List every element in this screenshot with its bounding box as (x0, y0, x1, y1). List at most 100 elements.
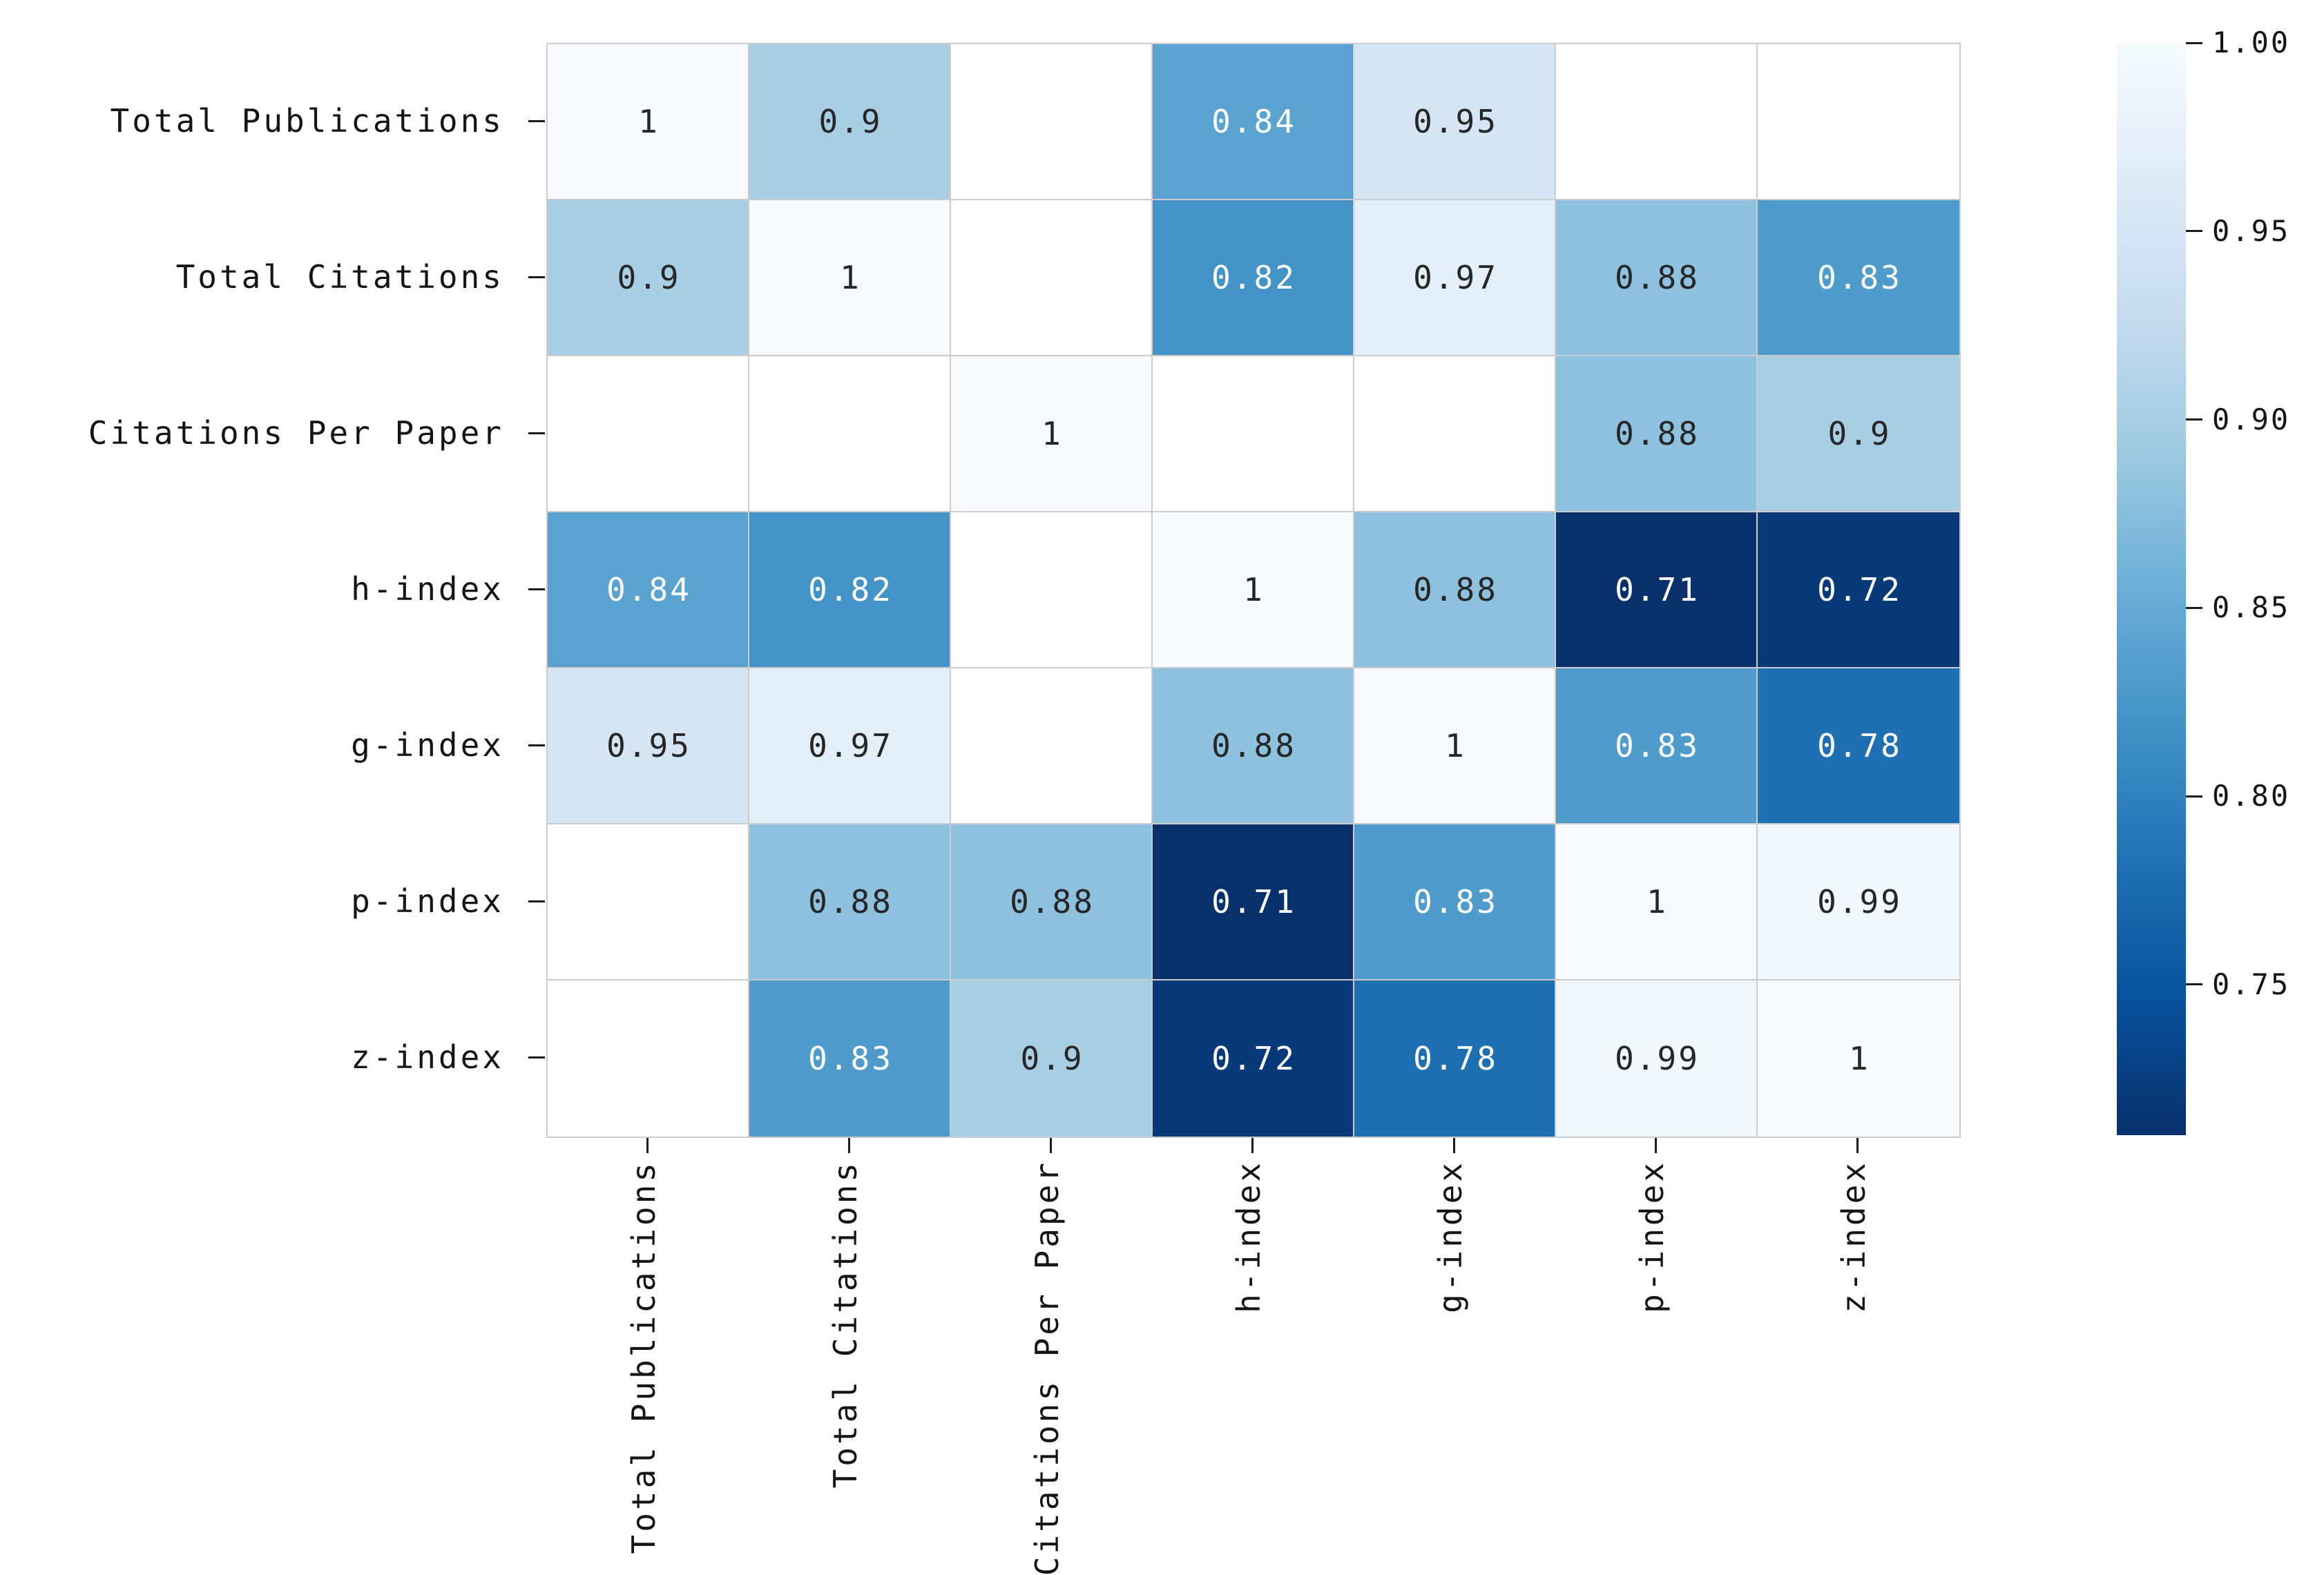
heatmap-cell (1354, 356, 1556, 512)
heatmap-cell: 0.88 (951, 824, 1153, 980)
heatmap-cell: 1 (1354, 668, 1556, 824)
heatmap-cell: 1 (548, 44, 749, 200)
x-axis-label: z-index (1835, 1160, 1872, 1313)
x-tick-mark (847, 1138, 850, 1153)
cell-value: 0.88 (1211, 727, 1296, 764)
heatmap-cell: 0.83 (1556, 668, 1758, 824)
heatmap-cell: 0.97 (749, 668, 951, 824)
x-axis-label: p-index (1633, 1160, 1671, 1313)
cell-value: 0.88 (1615, 259, 1700, 296)
cell-value: 0.71 (1615, 571, 1700, 608)
x-tick-mark (1856, 1138, 1859, 1153)
heatmap-cell: 0.99 (1758, 824, 1959, 980)
x-tick-mark (646, 1138, 649, 1153)
heatmap-cell: 0.88 (1556, 200, 1758, 356)
cell-value: 0.83 (808, 1040, 893, 1077)
x-axis-label: Total Citations (827, 1160, 864, 1489)
cell-value: 0.97 (808, 727, 893, 764)
colorbar-tick-mark (2186, 41, 2202, 44)
cell-value: 0.72 (1817, 571, 1902, 608)
y-axis-label: Total Citations (175, 258, 504, 296)
cell-value: 0.9 (818, 103, 883, 140)
heatmap-cell: 0.9 (749, 44, 951, 200)
heatmap-cell: 0.71 (1153, 824, 1354, 980)
heatmap-cell: 0.88 (1354, 512, 1556, 668)
heatmap-cell: 0.78 (1354, 980, 1556, 1137)
cell-value: 0.82 (1211, 259, 1296, 296)
heatmap-cell: 0.88 (1153, 668, 1354, 824)
heatmap-cell: 1 (1153, 512, 1354, 668)
heatmap-cell (548, 980, 749, 1137)
y-axis-label: z-index (351, 1038, 504, 1076)
cell-value: 1 (638, 103, 660, 140)
x-tick-mark (1452, 1138, 1455, 1153)
x-axis-label: Citations Per Paper (1028, 1160, 1066, 1575)
x-tick-mark (1251, 1138, 1254, 1153)
heatmap-cell: 0.84 (548, 512, 749, 668)
heatmap-cell: 0.99 (1556, 980, 1758, 1137)
heatmap-grid: 1 0.9 0.84 0.95 0.9 1 0.82 0.97 0.88 0.83 1 0.88 0.9… (546, 43, 1961, 1138)
cell-value: 0.9 (617, 259, 681, 296)
heatmap-cell (951, 668, 1153, 824)
heatmap-cell (951, 44, 1153, 200)
cell-value: 0.72 (1211, 1040, 1296, 1077)
y-axis-label: Citations Per Paper (88, 414, 504, 452)
y-tick-mark (528, 119, 545, 122)
y-axis-label: p-index (351, 882, 504, 920)
heatmap-cell: 0.9 (548, 200, 749, 356)
heatmap-cell: 0.82 (749, 512, 951, 668)
heatmap-cell: 0.82 (1153, 200, 1354, 356)
heatmap-cell: 0.88 (1556, 356, 1758, 512)
colorbar-tick-mark (2186, 795, 2202, 798)
heatmap-cell: 0.71 (1556, 512, 1758, 668)
cell-value: 0.99 (1615, 1040, 1700, 1077)
cell-value: 1 (840, 259, 861, 296)
heatmap-cell (951, 512, 1153, 668)
x-tick-mark (1049, 1138, 1052, 1153)
colorbar-tick-label: 0.75 (2212, 967, 2291, 1001)
cell-value: 0.88 (1615, 415, 1700, 452)
cell-value: 0.84 (1211, 103, 1296, 140)
heatmap-cell: 1 (1758, 980, 1959, 1137)
cell-value: 0.88 (1010, 883, 1095, 920)
heatmap-cell: 0.83 (1354, 824, 1556, 980)
y-tick-mark (528, 1056, 545, 1059)
colorbar-tick-label: 0.90 (2212, 402, 2291, 436)
cell-value: 0.95 (606, 727, 691, 764)
y-tick-mark (528, 432, 545, 434)
heatmap-cell: 0.9 (951, 980, 1153, 1137)
colorbar-tick-label: 0.85 (2212, 590, 2291, 625)
heatmap-cell (749, 356, 951, 512)
cell-value: 0.99 (1817, 883, 1902, 920)
x-axis-label: h-index (1230, 1160, 1267, 1313)
cell-value: 0.9 (1020, 1040, 1084, 1077)
y-tick-mark (528, 900, 545, 902)
heatmap-cell (1556, 44, 1758, 200)
y-axis-label: g-index (351, 726, 504, 764)
heatmap-cell: 0.84 (1153, 44, 1354, 200)
y-axis-label: h-index (351, 570, 504, 608)
cell-value: 0.83 (1413, 883, 1498, 920)
heatmap-cell: 0.72 (1153, 980, 1354, 1137)
heatmap-cell: 0.83 (1758, 200, 1959, 356)
cell-value: 1 (1445, 727, 1466, 764)
cell-value: 0.97 (1413, 259, 1498, 296)
heatmap-cell: 0.83 (749, 980, 951, 1137)
cell-value: 0.88 (808, 883, 893, 920)
colorbar-tick-mark (2186, 983, 2202, 986)
heatmap-cell (1758, 44, 1959, 200)
y-tick-mark (528, 744, 545, 746)
colorbar-tick-mark (2186, 606, 2202, 609)
heatmap-cell: 0.88 (749, 824, 951, 980)
colorbar-tick-label: 0.80 (2212, 779, 2291, 813)
heatmap-cell: 0.95 (1354, 44, 1556, 200)
cell-value: 0.83 (1615, 727, 1700, 764)
colorbar-tick-mark (2186, 418, 2202, 421)
cell-value: 0.9 (1827, 415, 1892, 452)
colorbar-tick-mark (2186, 230, 2202, 233)
cell-value: 0.78 (1817, 727, 1902, 764)
colorbar-gradient (2117, 43, 2186, 1135)
cell-value: 1 (1849, 1040, 1870, 1077)
y-tick-mark (528, 588, 545, 590)
heatmap-cell (548, 356, 749, 512)
